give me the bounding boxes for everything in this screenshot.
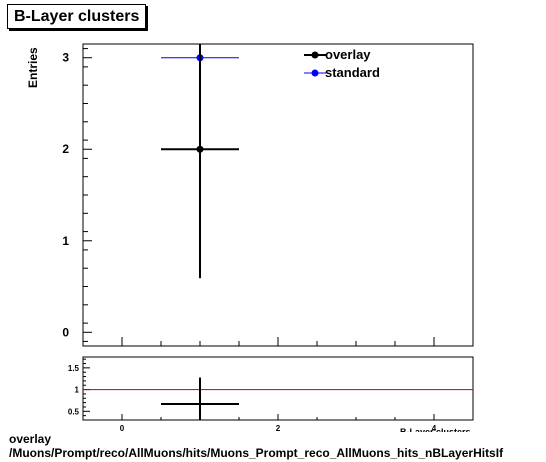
ratio-plot-marks [83, 377, 473, 420]
main-y-tick-label: 0 [62, 325, 69, 339]
main-y-tick-label: 1 [62, 234, 69, 248]
main-y-tick-label: 3 [62, 51, 69, 65]
data-point-overlay [196, 145, 204, 153]
ratio-y-tick-label: 0.5 [68, 407, 80, 416]
main-frame-border [82, 43, 474, 347]
ratio-plot-frame [82, 356, 474, 421]
ratio-axes: 0.5 1 1.5 0 2 4 [68, 358, 437, 433]
legend-marker-standard [304, 69, 326, 77]
footer-line-2: /Muons/Prompt/reco/AllMuons/hits/Muons_P… [9, 446, 504, 460]
chart-title: B-Layer clusters [7, 4, 147, 29]
x-axis-label: B-Layer clusters [400, 428, 471, 432]
ratio-x-tick-label: 0 [120, 424, 125, 433]
main-x-axis [121, 337, 435, 346]
ratio-x-tick-label: 2 [276, 424, 281, 433]
ratio-y-tick-label: 1.5 [68, 364, 80, 373]
ratio-y-tick-label: 1 [75, 386, 80, 395]
footer-line-1: overlay [9, 432, 52, 446]
main-plot-marks [161, 44, 239, 279]
main-plot-frame [82, 43, 474, 347]
legend-label-standard: standard [325, 65, 380, 80]
ratio-frame-border [82, 356, 474, 421]
ratio-x-tick-label: 4 [432, 424, 437, 433]
legend-label-overlay: overlay [325, 47, 371, 62]
legend-marker-overlay [304, 51, 326, 59]
main-y-axis: 0 1 2 3 [62, 48, 92, 342]
main-y-tick-label: 2 [62, 142, 69, 156]
y-axis-label: Entries [26, 47, 40, 88]
